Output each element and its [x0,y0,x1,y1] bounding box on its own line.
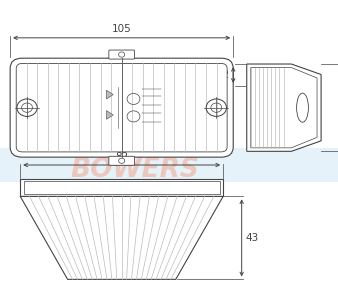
Polygon shape [20,196,223,279]
FancyBboxPatch shape [109,156,135,165]
Bar [20,179,223,196]
FancyBboxPatch shape [10,58,233,157]
Ellipse shape [297,93,308,122]
Bar [0,148,338,182]
Text: 43: 43 [246,233,259,243]
Bar [24,181,220,194]
Polygon shape [106,90,113,99]
Text: 105: 105 [112,24,131,34]
Polygon shape [251,68,317,148]
Polygon shape [106,111,113,119]
FancyBboxPatch shape [16,63,227,152]
Text: 82: 82 [115,152,128,162]
FancyBboxPatch shape [109,50,135,59]
Polygon shape [247,64,321,151]
Text: BOWERS: BOWERS [71,157,200,183]
Text: 12: 12 [217,70,230,80]
